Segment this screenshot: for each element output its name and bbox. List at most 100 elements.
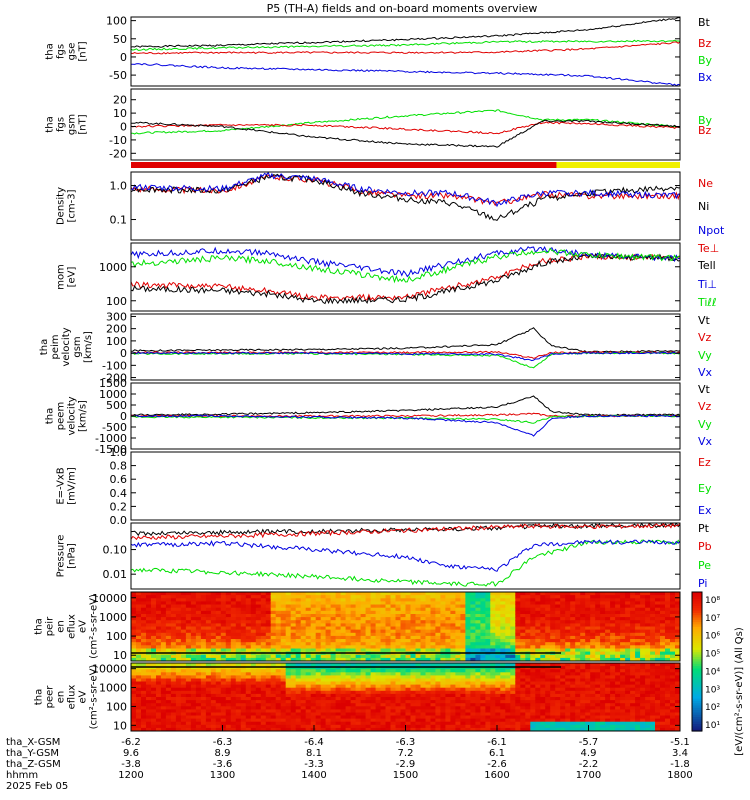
colorbar-tick: 10⁷ [705, 614, 720, 624]
spectrogram [131, 663, 680, 731]
series-line-by [131, 109, 680, 135]
legend-vy: Vy [698, 418, 712, 431]
y-tick-label: 1.0 [110, 446, 128, 459]
y-tick-label: 10 [113, 719, 127, 732]
y-tick-label: -10 [109, 134, 127, 147]
y-tick-label: 0.4 [110, 487, 128, 500]
ephemeris-value: 6.1 [489, 748, 505, 759]
legend-bz: Bz [698, 37, 712, 50]
ephemeris-value: -3.6 [213, 759, 233, 770]
ephemeris-value: 1700 [576, 770, 601, 781]
ephemeris-value: 1200 [118, 770, 143, 781]
y-axis-label: thapeirenefluxeV(cm²-s-sr-eV) [34, 594, 100, 659]
series-line-vx [131, 351, 680, 362]
ephemeris-value: -5.1 [670, 737, 690, 748]
ephemeris-label: tha_Z-GSM [6, 759, 61, 770]
legend-bx: Bx [698, 71, 713, 84]
series-line-ti⊥ [131, 245, 680, 278]
legend-by: By [698, 54, 713, 67]
panel-frame [130, 522, 681, 590]
ephemeris-value: -3.3 [304, 759, 324, 770]
y-tick-label: 50 [113, 33, 127, 46]
y-tick-label: 1.0 [110, 180, 128, 193]
ephemeris-label: hhmm [6, 770, 38, 781]
legend-ey: Ey [698, 482, 712, 495]
ephemeris-value: -2.2 [579, 759, 599, 770]
panel-7: E=-VxB[mV/m] 1.00.80.60.40.20.0 Ez Ey Ex [56, 446, 712, 527]
ephemeris-value: -6.3 [396, 737, 416, 748]
series-line-pe [131, 539, 680, 587]
y-tick-label: -100 [102, 359, 127, 372]
panel-frame [130, 313, 681, 381]
legend-vz: Vz [698, 331, 712, 344]
colorbar-tick: 10⁵ [705, 650, 720, 660]
series-line-pb [131, 523, 680, 541]
legend-ne: Ne [698, 177, 713, 190]
legend-pe: Pe [698, 559, 711, 572]
y-tick-label: -200 [102, 372, 127, 385]
ephemeris-value: 4.9 [581, 748, 597, 759]
colorbar-tick: 10⁴ [705, 667, 720, 677]
panel-frame [130, 591, 681, 662]
ephemeris-value: -6.1 [487, 737, 507, 748]
series-line-te⊥ [131, 252, 680, 302]
y-axis-label: Density[cm-3] [56, 187, 78, 225]
panel-6: thapeemvelocity[km/s] 150010005000-500-10… [45, 377, 713, 456]
mode-bar [131, 162, 680, 168]
legend-pt: Pt [698, 522, 710, 535]
ephemeris-value: 1500 [393, 770, 418, 781]
ephemeris-value: -6.2 [121, 737, 141, 748]
ephemeris-value: 8.9 [215, 748, 231, 759]
panel-frame [130, 88, 681, 161]
ephemeris-value: 9.6 [123, 748, 139, 759]
y-axis-label: thapeemvelocity[km/s] [45, 396, 89, 435]
colorbar: 10⁸ 10⁷ 10⁶ 10⁵ 10⁴ 10³ 10² 10¹ [eV/(cm²-s-sr-eV… [691, 591, 745, 756]
y-tick-label: 100 [106, 295, 127, 308]
panel-10: thapeerenefluxeV(cm²-s-sr-eV)10000 1000 10… [34, 662, 681, 732]
legend-bt: Bt [698, 16, 711, 29]
y-tick-label: 0.01 [103, 568, 128, 581]
legend-tell: Tell [697, 259, 716, 272]
legend-ti⊥: Ti⊥ [697, 278, 717, 291]
legend-tiℓℓ: Tiℓℓ [697, 296, 717, 309]
panel-8: Pressure[nPa] 0.10 0.01 Pt Pb Pe Pi [56, 522, 712, 590]
series-line-line [131, 119, 680, 148]
y-tick-label: -20 [109, 147, 127, 160]
date-label: 2025 Feb 05 [6, 781, 68, 792]
y-tick-label: 10000 [92, 663, 127, 676]
y-axis-label: thapeimvelocitygsm[km/s] [39, 327, 94, 366]
y-axis-label: thafgsgse[nT] [45, 41, 89, 61]
y-tick-label: -1000 [95, 432, 127, 445]
y-tick-label: -500 [102, 421, 127, 434]
ephemeris-value: -5.7 [579, 737, 599, 748]
ephemeris-value: 7.2 [398, 748, 414, 759]
y-tick-label: 0 [120, 51, 127, 64]
colorbar-tick: 10² [705, 703, 720, 713]
ephemeris-value: -6.3 [213, 737, 233, 748]
series-line-tiℓℓ [131, 247, 680, 284]
legend-vx: Vx [698, 435, 713, 448]
ephemeris-value: 3.4 [672, 748, 688, 759]
legend-bz: Bz [698, 124, 712, 137]
series-line-npot [131, 172, 680, 208]
series-line-by [131, 39, 680, 51]
colorbar-tick: 10⁶ [705, 632, 720, 642]
y-axis-label: E=-VxB[mV/m] [56, 467, 78, 505]
y-tick-label: 20 [113, 94, 127, 107]
y-tick-label: 100 [106, 15, 127, 28]
legend-ni: Ni [698, 200, 709, 213]
series-line-vz [131, 412, 680, 418]
y-tick-label: 0.8 [110, 460, 128, 473]
spectrogram [131, 592, 680, 661]
panel-4: mom[eV] 1000 100 Te⊥ Tell Ti⊥ Tiℓℓ [56, 242, 719, 312]
series-line-vx [131, 414, 680, 437]
legend-pb: Pb [698, 540, 712, 553]
legend-vt: Vt [698, 383, 711, 396]
y-tick-label: 0.0 [110, 514, 128, 527]
y-tick-label: 0 [120, 121, 127, 134]
series-line-pi [131, 539, 680, 572]
ephemeris-value: -6.4 [304, 737, 324, 748]
ephemeris-value: 8.1 [306, 748, 322, 759]
panel-5: thapeimvelocitygsm[km/s] 3002001000-100-2… [39, 310, 713, 384]
legend-ex: Ex [698, 504, 712, 517]
